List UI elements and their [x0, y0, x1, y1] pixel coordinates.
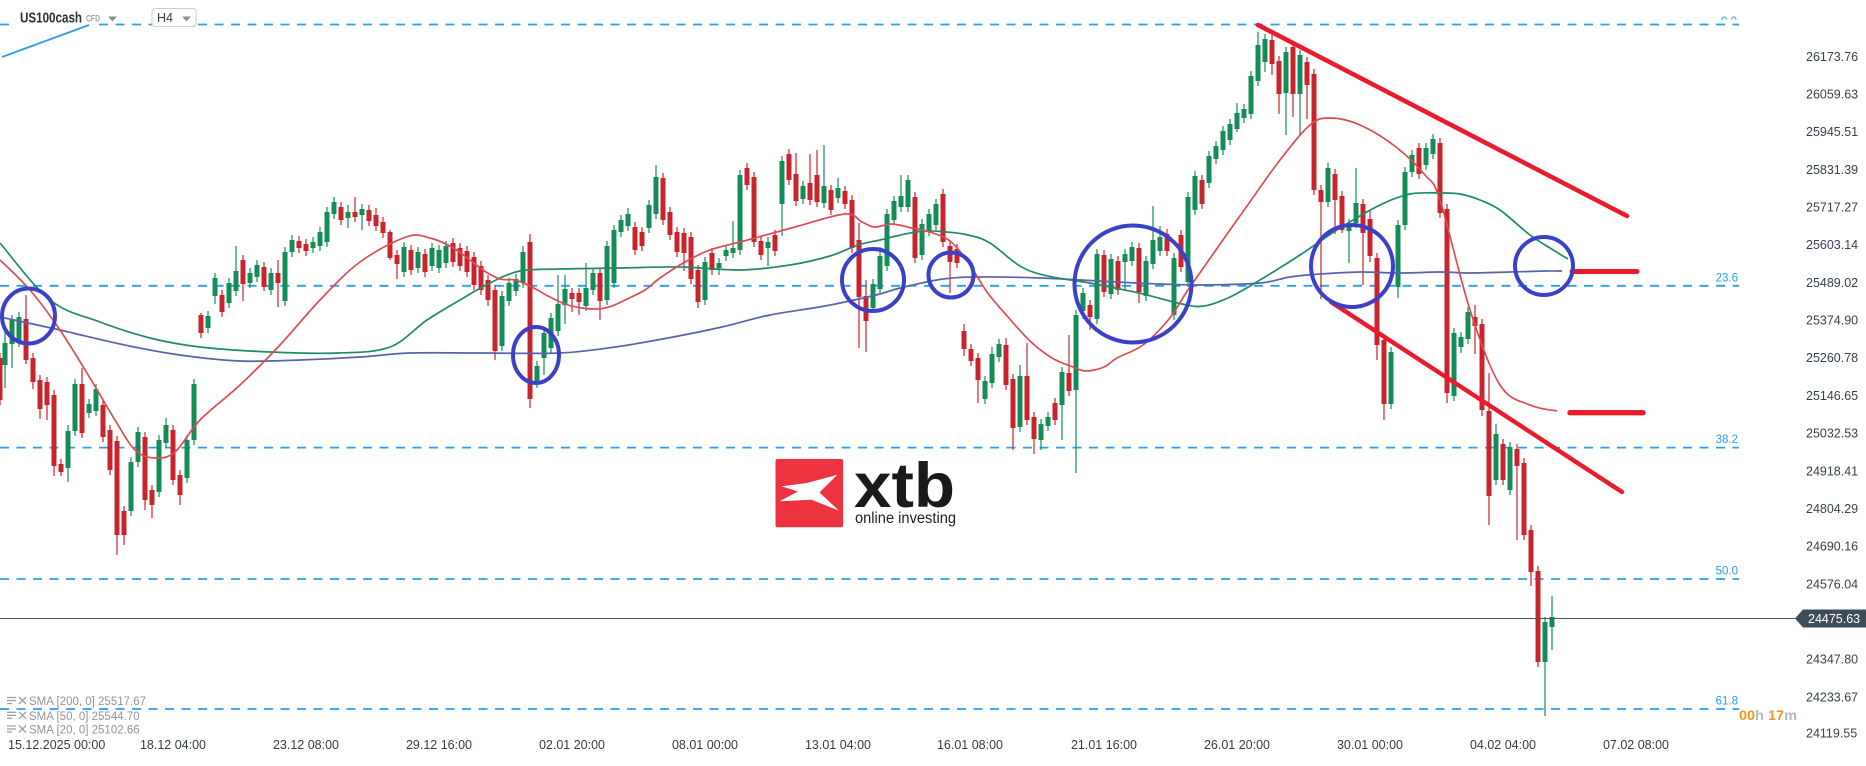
svg-text:25032.53: 25032.53 [1806, 427, 1858, 441]
svg-text:30.01 00:00: 30.01 00:00 [1337, 738, 1403, 752]
svg-text:CFD: CFD [86, 14, 100, 24]
svg-text:25146.65: 25146.65 [1806, 389, 1858, 403]
svg-text:25603.14: 25603.14 [1806, 238, 1858, 252]
svg-text:23.12 08:00: 23.12 08:00 [273, 738, 339, 752]
svg-text:H4: H4 [157, 11, 173, 25]
svg-text:61.8: 61.8 [1716, 696, 1738, 708]
svg-text:02.01 20:00: 02.01 20:00 [539, 738, 605, 752]
svg-text:24918.41: 24918.41 [1806, 464, 1858, 478]
svg-text:SMA [50, 0] 25544.70: SMA [50, 0] 25544.70 [29, 711, 140, 723]
svg-text:18.12 04:00: 18.12 04:00 [140, 738, 206, 752]
svg-text:SMA [20, 0] 25102.66: SMA [20, 0] 25102.66 [29, 725, 140, 737]
svg-text:29.12 16:00: 29.12 16:00 [406, 738, 472, 752]
svg-text:04.02 04:00: 04.02 04:00 [1470, 738, 1536, 752]
svg-text:07.02 08:00: 07.02 08:00 [1603, 738, 1669, 752]
svg-text:24576.04: 24576.04 [1806, 577, 1858, 591]
svg-text:00h 17m: 00h 17m [1739, 707, 1797, 723]
svg-text:24475.63: 24475.63 [1808, 612, 1860, 626]
svg-text:25945.51: 25945.51 [1806, 125, 1858, 139]
svg-text:08.01 00:00: 08.01 00:00 [672, 738, 738, 752]
svg-text:25717.27: 25717.27 [1806, 201, 1858, 215]
svg-text:16.01 08:00: 16.01 08:00 [937, 738, 1003, 752]
svg-text:SMA [200, 0] 25517.67: SMA [200, 0] 25517.67 [29, 696, 146, 708]
svg-text:15.12.2025 00:00: 15.12.2025 00:00 [8, 738, 105, 752]
svg-text:24347.80: 24347.80 [1806, 653, 1858, 667]
svg-text:25831.39: 25831.39 [1806, 163, 1858, 177]
svg-text:21.01 16:00: 21.01 16:00 [1071, 738, 1137, 752]
svg-text:26173.76: 26173.76 [1806, 50, 1858, 64]
svg-text:26.01 20:00: 26.01 20:00 [1204, 738, 1270, 752]
svg-text:xtb: xtb [854, 451, 955, 521]
svg-text:US100cash: US100cash [20, 11, 82, 27]
svg-text:50.0: 50.0 [1716, 566, 1738, 578]
svg-text:24119.55: 24119.55 [1806, 726, 1857, 740]
svg-text:24804.29: 24804.29 [1806, 502, 1858, 516]
svg-text:25374.90: 25374.90 [1806, 314, 1858, 328]
svg-text:26059.63: 26059.63 [1806, 88, 1858, 102]
svg-text:24233.67: 24233.67 [1806, 690, 1858, 704]
svg-text:25260.78: 25260.78 [1806, 351, 1858, 365]
svg-text:0.0: 0.0 [1721, 16, 1737, 28]
svg-text:23.6: 23.6 [1716, 272, 1738, 284]
svg-text:24690.16: 24690.16 [1806, 540, 1858, 554]
svg-text:13.01 04:00: 13.01 04:00 [805, 738, 871, 752]
svg-text:38.2: 38.2 [1716, 434, 1738, 446]
svg-text:online investing: online investing [855, 510, 956, 527]
svg-text:25489.02: 25489.02 [1806, 276, 1858, 290]
